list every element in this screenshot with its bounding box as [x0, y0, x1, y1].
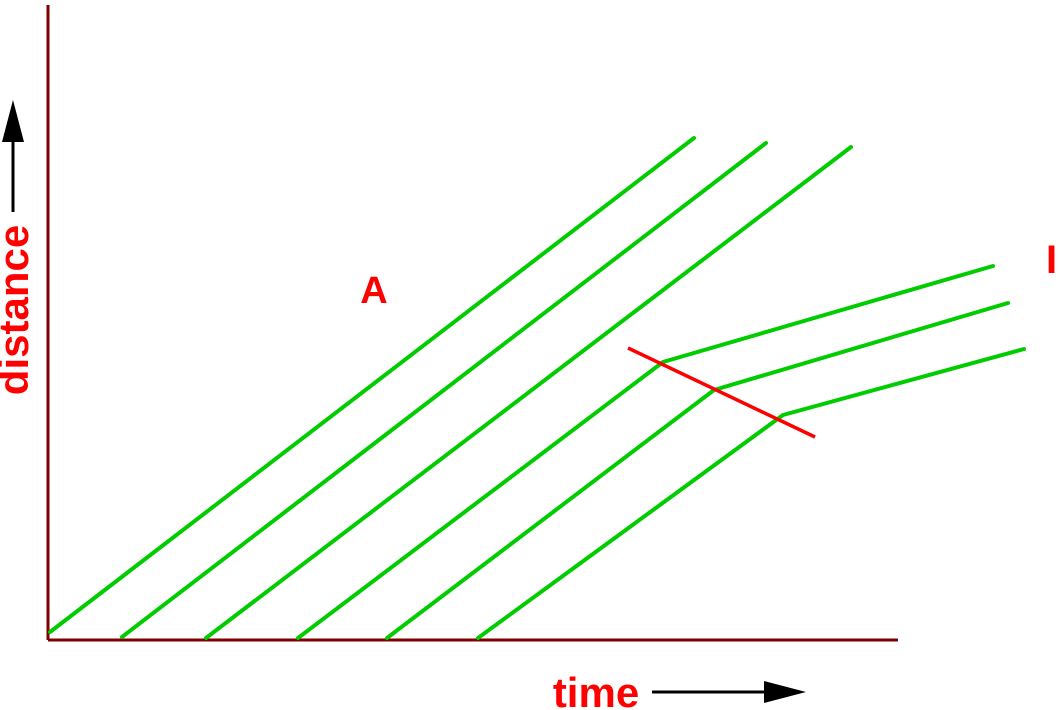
trajectory-line-2 — [120, 141, 768, 639]
transition-line — [627, 346, 816, 439]
trajectory-line-6 — [476, 347, 1026, 640]
trajectory-line-4 — [296, 264, 995, 640]
y-axis-arrowhead-icon — [2, 100, 24, 142]
region-label-b: I — [1046, 238, 1057, 282]
trajectory-group-kinked — [296, 264, 1026, 640]
trajectory-group-steep — [48, 136, 853, 640]
x-axis-arrowhead-icon — [764, 681, 806, 703]
x-axis-label: time — [553, 669, 639, 710]
trajectory-line-3 — [204, 145, 853, 640]
y-axis-label: distance — [0, 225, 37, 395]
trajectory-line-1 — [48, 136, 696, 634]
region-label-a: A — [360, 270, 387, 312]
